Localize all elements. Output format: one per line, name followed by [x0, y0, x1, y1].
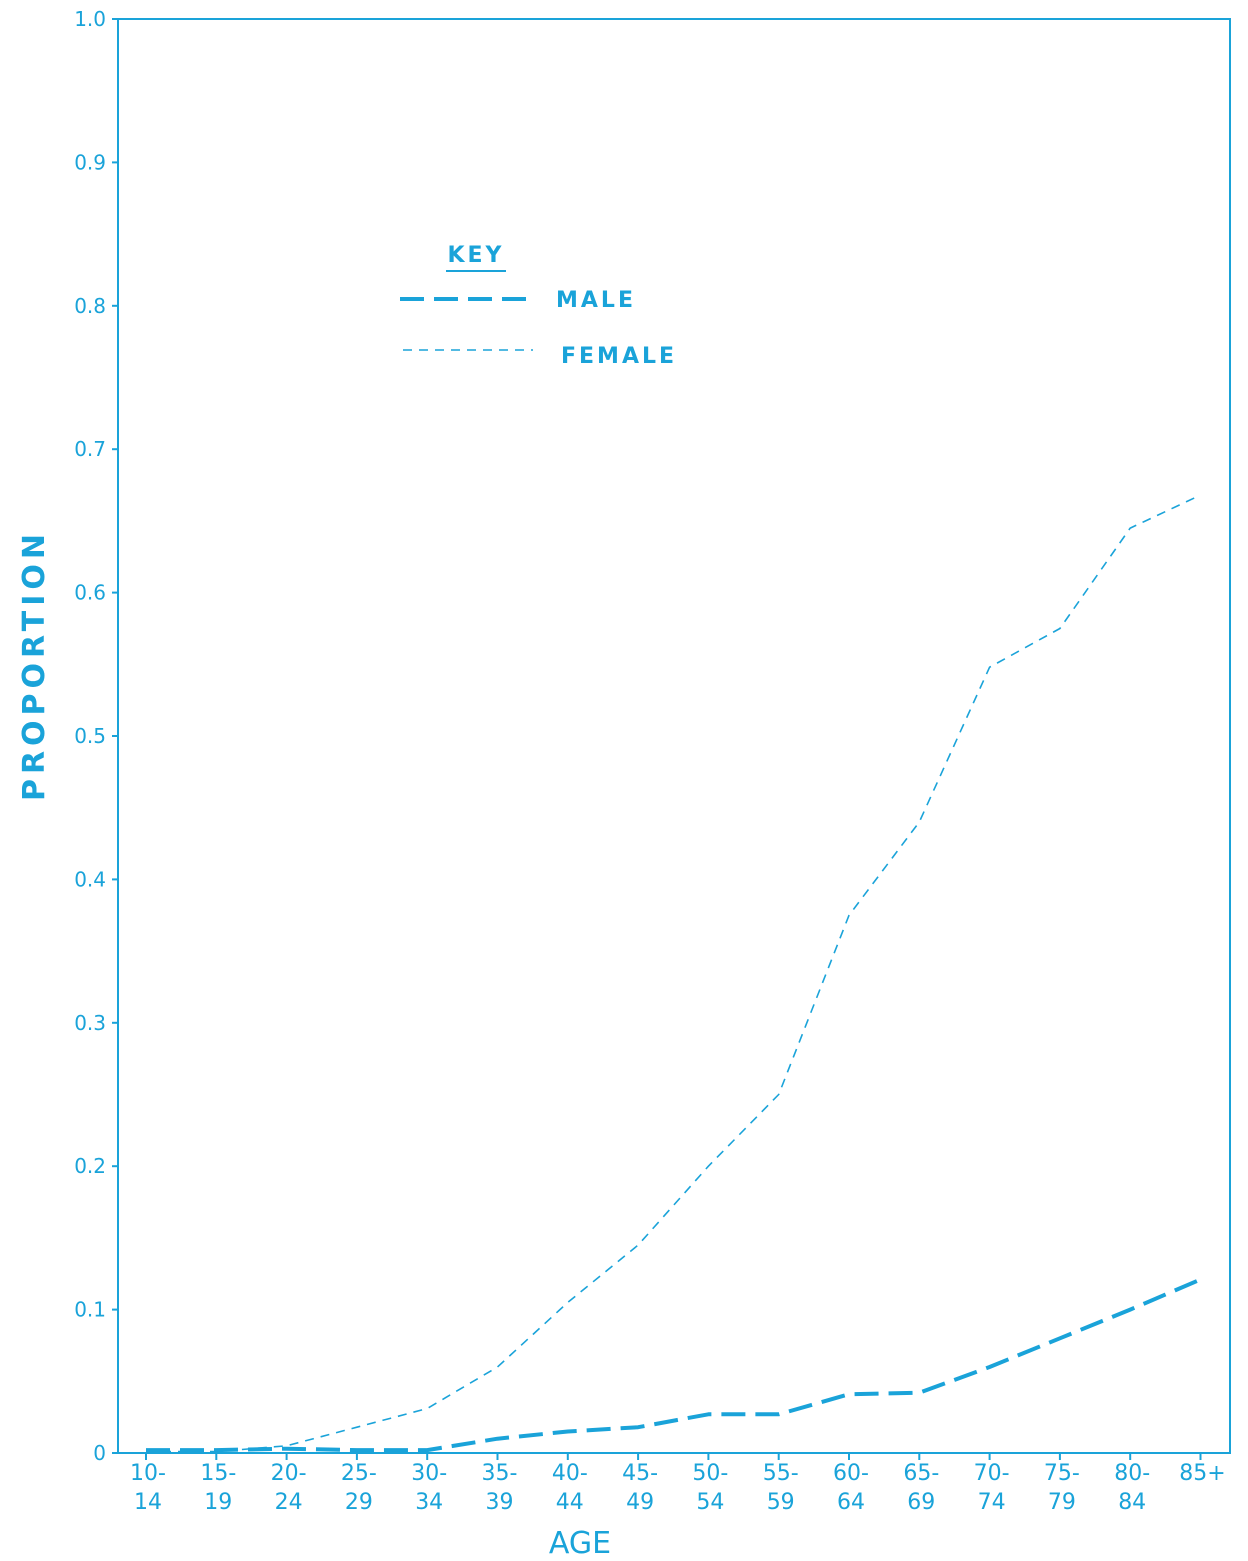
x-tick-label: 29 — [345, 1490, 373, 1515]
x-tick-label: 55- — [763, 1461, 799, 1486]
y-tick-label: 0.2 — [74, 1154, 106, 1178]
x-tick-label: 54 — [696, 1490, 724, 1515]
x-tick-label: 24 — [275, 1490, 303, 1515]
y-tick-label: 0.4 — [74, 867, 106, 891]
plot-frame — [117, 18, 1231, 1454]
data-point-female — [425, 1407, 429, 1411]
x-tick-label: 40- — [552, 1461, 588, 1486]
series-line-female — [146, 494, 1201, 1453]
x-tick-label: 85+ — [1179, 1461, 1225, 1486]
legend: KEY MALE FEMALE — [400, 243, 677, 369]
x-tick-label: 14 — [134, 1490, 162, 1515]
x-tick-label: 49 — [626, 1490, 654, 1515]
data-point-female — [214, 1450, 218, 1454]
data-point-male — [355, 1448, 359, 1452]
data-point-female — [706, 1164, 710, 1168]
x-tick-label: 20- — [271, 1461, 307, 1486]
series-layer — [144, 493, 1203, 1454]
legend-male-label: MALE — [556, 288, 636, 313]
data-point-female — [636, 1243, 640, 1247]
data-point-male — [1199, 1278, 1203, 1282]
data-point-female — [847, 913, 851, 917]
series-line-male — [146, 1277, 1202, 1453]
y-axis-title: PROPORTION — [17, 529, 52, 801]
data-point-male — [1128, 1308, 1132, 1312]
data-point-male — [777, 1412, 781, 1416]
x-tick-label: 64 — [837, 1490, 865, 1515]
y-tick-label: 0.5 — [74, 724, 106, 748]
y-tick-label: 0.9 — [74, 150, 106, 174]
y-tick-label: 0.6 — [74, 581, 106, 605]
x-tick-label: 39 — [486, 1490, 514, 1515]
data-point-male — [917, 1391, 921, 1395]
data-point-female — [777, 1093, 781, 1097]
x-tick-label: 34 — [415, 1490, 443, 1515]
tick-layer: 0 0.1 0.2 0.3 0.4 0.5 0.6 0.7 0.8 0.9 1.0 10- 14 15- 1… — [74, 7, 1226, 1515]
x-tick-label: 50- — [692, 1461, 728, 1486]
data-point-male — [566, 1430, 570, 1434]
x-tick-label: 80- — [1114, 1461, 1150, 1486]
data-point-male — [1058, 1336, 1062, 1340]
data-point-female — [566, 1300, 570, 1304]
data-point-female — [355, 1425, 359, 1429]
legend-title: KEY — [447, 243, 504, 268]
x-tick-label: 65- — [903, 1461, 939, 1486]
x-tick-label: 70- — [974, 1461, 1010, 1486]
data-point-male — [706, 1412, 710, 1416]
data-point-female — [1128, 526, 1132, 530]
x-tick-label: 35- — [482, 1461, 518, 1486]
x-tick-label: 84 — [1118, 1490, 1146, 1515]
data-point-male — [636, 1425, 640, 1429]
y-tick-label: 1.0 — [74, 7, 106, 31]
x-tick-label: 60- — [833, 1461, 869, 1486]
x-tick-label: 79 — [1048, 1490, 1076, 1515]
x-tick-label: 44 — [556, 1490, 584, 1515]
data-point-female — [1199, 493, 1203, 497]
data-point-male — [425, 1448, 429, 1452]
x-tick-label: 75- — [1044, 1461, 1080, 1486]
data-point-female — [144, 1450, 148, 1454]
x-tick-label: 59 — [767, 1490, 795, 1515]
y-tick-label: 0.7 — [74, 437, 106, 461]
x-tick-label: 69 — [907, 1490, 935, 1515]
legend-female-label: FEMALE — [561, 344, 677, 369]
x-tick-label: 30- — [411, 1461, 447, 1486]
x-tick-label: 19 — [204, 1490, 232, 1515]
data-point-female — [1058, 627, 1062, 631]
x-tick-label: 45- — [622, 1461, 658, 1486]
y-tick-label: 0.3 — [74, 1011, 106, 1035]
x-tick-label: 10- — [130, 1461, 166, 1486]
data-point-female — [917, 820, 921, 824]
data-point-male — [988, 1365, 992, 1369]
y-tick-label: 0.8 — [74, 294, 106, 318]
data-point-male — [847, 1392, 851, 1396]
data-point-female — [496, 1365, 500, 1369]
y-tick-label: 0 — [93, 1441, 106, 1465]
x-axis-title: AGE — [549, 1526, 611, 1561]
x-tick-label: 15- — [200, 1461, 236, 1486]
data-point-female — [988, 665, 992, 669]
x-tick-label: 74 — [978, 1490, 1006, 1515]
data-point-female — [285, 1444, 289, 1448]
x-tick-label: 25- — [341, 1461, 377, 1486]
y-tick-label: 0.1 — [74, 1298, 106, 1322]
data-point-male — [496, 1437, 500, 1441]
